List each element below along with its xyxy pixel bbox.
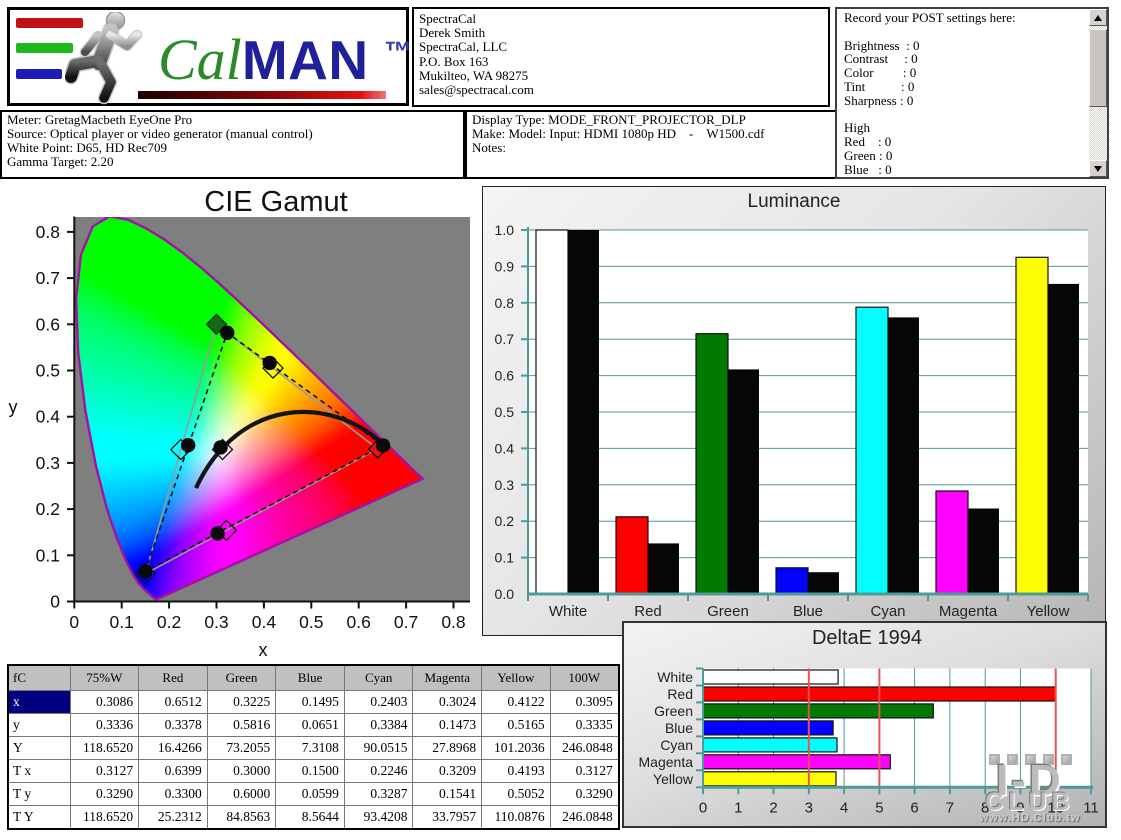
svg-text:4: 4: [840, 799, 848, 816]
svg-text:Luminance: Luminance: [748, 191, 841, 212]
svg-text:Blue: Blue: [665, 720, 693, 736]
svg-text:DeltaE 1994: DeltaE 1994: [812, 627, 922, 649]
svg-text:0.5: 0.5: [299, 612, 323, 632]
svg-text:Green: Green: [707, 603, 749, 620]
svg-text:0.7: 0.7: [36, 268, 60, 288]
svg-text:0.3: 0.3: [495, 477, 515, 493]
svg-text:Cyan: Cyan: [660, 737, 693, 753]
svg-text:0.0: 0.0: [495, 586, 515, 602]
svg-text:0.9: 0.9: [495, 258, 515, 274]
svg-text:0.6: 0.6: [495, 368, 515, 384]
svg-text:0.8: 0.8: [36, 222, 60, 242]
svg-text:7: 7: [946, 799, 954, 816]
svg-text:0.8: 0.8: [441, 612, 465, 632]
svg-text:0.6: 0.6: [347, 612, 371, 632]
svg-text:White: White: [549, 603, 587, 620]
svg-text:6: 6: [910, 799, 918, 816]
svg-text:0.7: 0.7: [394, 612, 418, 632]
svg-text:0.8: 0.8: [495, 295, 515, 311]
svg-text:0.3: 0.3: [204, 612, 228, 632]
svg-text:0.6: 0.6: [36, 314, 60, 334]
svg-text:CIE Gamut: CIE Gamut: [204, 186, 347, 218]
svg-text:0.5: 0.5: [36, 361, 60, 381]
svg-text:0.2: 0.2: [36, 499, 60, 519]
svg-text:0.7: 0.7: [495, 331, 515, 347]
svg-text:9: 9: [1016, 799, 1024, 816]
svg-text:Red: Red: [634, 603, 662, 620]
svg-text:Yellow: Yellow: [653, 771, 694, 787]
svg-text:3: 3: [805, 799, 813, 816]
svg-text:Magenta: Magenta: [939, 603, 998, 620]
svg-text:0: 0: [69, 612, 79, 632]
svg-text:0: 0: [50, 592, 60, 612]
svg-text:White: White: [657, 669, 693, 685]
svg-text:0.4: 0.4: [36, 407, 61, 427]
svg-text:1.0: 1.0: [495, 222, 515, 238]
svg-text:0.1: 0.1: [495, 550, 515, 566]
svg-text:Cyan: Cyan: [870, 603, 905, 620]
svg-text:10: 10: [1047, 799, 1064, 816]
svg-text:Magenta: Magenta: [639, 754, 694, 770]
svg-text:8: 8: [981, 799, 989, 816]
svg-text:0.3: 0.3: [36, 453, 60, 473]
svg-text:Yellow: Yellow: [1027, 603, 1070, 620]
svg-text:0.5: 0.5: [495, 404, 515, 420]
svg-text:0.4: 0.4: [495, 440, 515, 456]
svg-text:y: y: [9, 397, 18, 417]
svg-text:0.2: 0.2: [495, 513, 515, 529]
svg-text:0.1: 0.1: [110, 612, 134, 632]
svg-text:0.1: 0.1: [36, 545, 60, 565]
svg-text:0.2: 0.2: [157, 612, 181, 632]
svg-text:0: 0: [699, 799, 707, 816]
svg-text:0.4: 0.4: [252, 612, 277, 632]
svg-text:5: 5: [875, 799, 883, 816]
svg-text:2: 2: [769, 799, 777, 816]
svg-text:Blue: Blue: [793, 603, 823, 620]
svg-text:1: 1: [734, 799, 742, 816]
svg-text:11: 11: [1083, 799, 1099, 816]
svg-text:x: x: [259, 640, 268, 660]
svg-text:Green: Green: [654, 703, 693, 719]
svg-text:Red: Red: [667, 686, 693, 702]
